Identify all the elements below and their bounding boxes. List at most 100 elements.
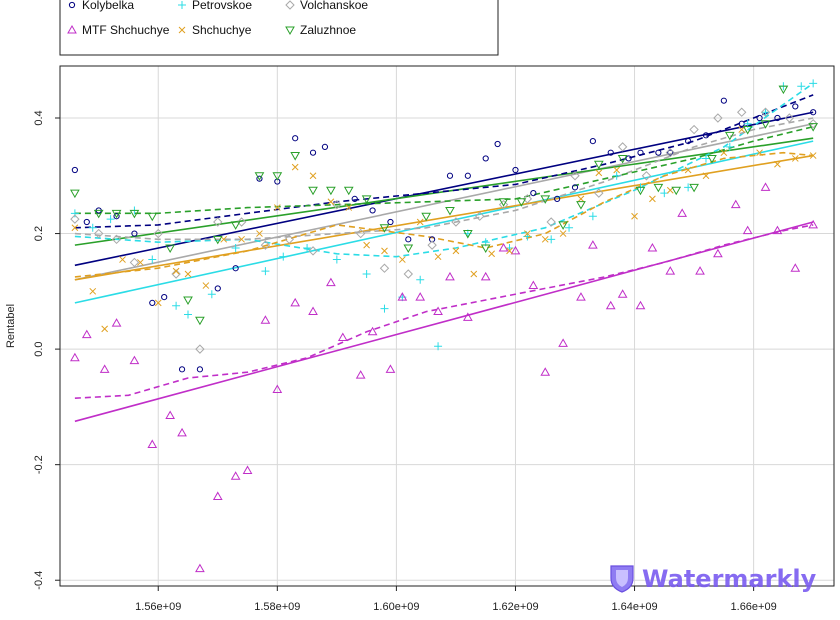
kolybelka-point-29 [589, 138, 596, 145]
petrovskoe-point-17 [434, 342, 443, 351]
mtf-shchuchye-point-16 [326, 277, 336, 287]
mtf-shchuchye-point-24 [445, 271, 455, 281]
mtf-shchuchye-point-29 [528, 280, 539, 290]
petrovskoe-point-7 [207, 290, 216, 299]
zaluzhnoe-point-36 [742, 126, 753, 135]
shchuchye-point-37 [720, 149, 728, 157]
mtf-shchuchye-point-45 [772, 225, 783, 235]
zaluzhnoe-point-6 [183, 296, 193, 306]
mtf-shchuchye-point-27 [498, 242, 509, 252]
zaluzhnoe-point-29 [617, 154, 628, 164]
kolybelka-point-40 [774, 114, 781, 122]
volchanskoe-point-11 [308, 246, 318, 256]
mtf-shchuchye-point-44 [760, 182, 771, 191]
mtf-shchuchye-point-28 [510, 245, 521, 255]
shchuchye-fit-line [74, 154, 814, 281]
zaluzhnoe-point-7 [195, 316, 205, 326]
shchuchye-point-16 [345, 204, 353, 211]
mtf-shchuchye-point-43 [742, 225, 753, 235]
mtf-shchuchye-point-23 [433, 306, 443, 316]
mtf-shchuchye-point-32 [576, 292, 586, 301]
zaluzhnoe-point-11 [272, 172, 283, 181]
petrovskoe-point-25 [612, 171, 621, 180]
petrovskoe-point-12 [332, 255, 341, 264]
kolybelka-point-15 [321, 143, 329, 150]
kolybelka-point-27 [554, 195, 561, 202]
legend-marker-shchuchye [178, 26, 186, 34]
volchanskoe-point-16 [427, 240, 437, 250]
kolybelka-point-21 [446, 172, 454, 179]
x-tick-label-2: 1.60e+09 [373, 601, 419, 613]
petrovskoe-point-32 [761, 108, 770, 117]
zaluzhnoe-point-27 [576, 201, 586, 210]
volchanskoe-point-28 [713, 113, 723, 123]
kolybelka-point-28 [571, 184, 579, 191]
mtf-shchuchye-point-19 [367, 326, 378, 336]
shchuchye-point-29 [577, 195, 585, 203]
volchanskoe-point-3 [129, 257, 140, 268]
mtf-shchuchye-point-4 [129, 355, 140, 365]
kolybelka-point-30 [607, 149, 614, 156]
data-points [70, 79, 819, 573]
kolybelka-point-17 [369, 207, 376, 214]
zaluzhnoe-point-34 [707, 154, 717, 164]
kolybelka-point-26 [530, 190, 537, 197]
mtf-shchuchye-point-0 [70, 352, 80, 362]
shchuchye-point-17 [363, 241, 370, 249]
x-tick-label-3: 1.62e+09 [492, 601, 538, 613]
mtf-shchuchye-point-22 [415, 292, 426, 301]
mtf-shchuchye-point-35 [617, 289, 628, 298]
shchuchye-point-31 [613, 166, 621, 174]
petrovskoe-point-4 [148, 255, 157, 264]
zaluzhnoe-point-19 [421, 212, 432, 222]
zaluzhnoe-point-25 [540, 195, 551, 204]
volchanskoe-point-18 [475, 211, 485, 221]
volchanskoe-point-20 [522, 194, 533, 204]
mtf-shchuchye-point-38 [665, 266, 676, 275]
volchanskoe-point-19 [498, 199, 509, 210]
mtf-shchuchye-point-6 [165, 410, 176, 420]
kolybelka-point-5 [149, 299, 156, 306]
mtf-shchuchye-point-10 [230, 471, 241, 480]
zaluzhnoe-point-17 [379, 224, 390, 233]
legend-label-kolybelka: Kolybelka [82, 0, 134, 12]
shchuchye-point-10 [238, 235, 245, 243]
legend-marker-petrovskoe [178, 1, 186, 9]
shchuchye-point-18 [381, 247, 388, 255]
shchuchye-point-12 [273, 204, 281, 211]
gridlines [60, 66, 834, 586]
kolybelka-point-10 [232, 265, 239, 272]
petrovskoe-point-35 [809, 79, 818, 88]
zaluzhnoe-point-35 [724, 131, 735, 141]
petrovskoe-point-10 [279, 252, 288, 261]
kolybelka-point-13 [292, 135, 299, 142]
volchanskoe-point-6 [195, 344, 205, 354]
volchanskoe-point-31 [784, 113, 795, 123]
kolybelka-point-36 [702, 132, 710, 139]
zaluzhnoe-point-30 [635, 186, 646, 196]
kolybelka-point-3 [113, 213, 120, 220]
mtf-shchuchye-smooth-line [74, 224, 814, 399]
petrovskoe-point-13 [362, 270, 371, 278]
kolybelka-point-11 [256, 175, 263, 182]
x-tick-label-0: 1.56e+09 [135, 601, 181, 613]
volchanskoe-point-7 [213, 217, 223, 227]
kolybelka-point-23 [482, 155, 489, 162]
shchuchye-point-11 [256, 230, 263, 237]
zaluzhnoe-point-31 [653, 183, 664, 193]
petrovskoe-point-30 [725, 142, 734, 151]
mtf-shchuchye-point-42 [730, 199, 741, 209]
zaluzhnoe-point-12 [290, 152, 301, 161]
zaluzhnoe-point-28 [593, 160, 604, 170]
zaluzhnoe-point-0 [70, 189, 80, 199]
volchanskoe-point-22 [570, 171, 580, 181]
petrovskoe-point-16 [416, 275, 425, 284]
zaluzhnoe-point-4 [147, 212, 158, 222]
kolybelka-point-34 [667, 149, 674, 156]
zaluzhnoe-point-24 [516, 198, 527, 207]
shchuchye-point-42 [809, 152, 817, 159]
mtf-shchuchye-point-7 [177, 427, 187, 437]
watermark: Watermarkly [610, 565, 817, 593]
volchanskoe-point-0 [70, 214, 80, 224]
